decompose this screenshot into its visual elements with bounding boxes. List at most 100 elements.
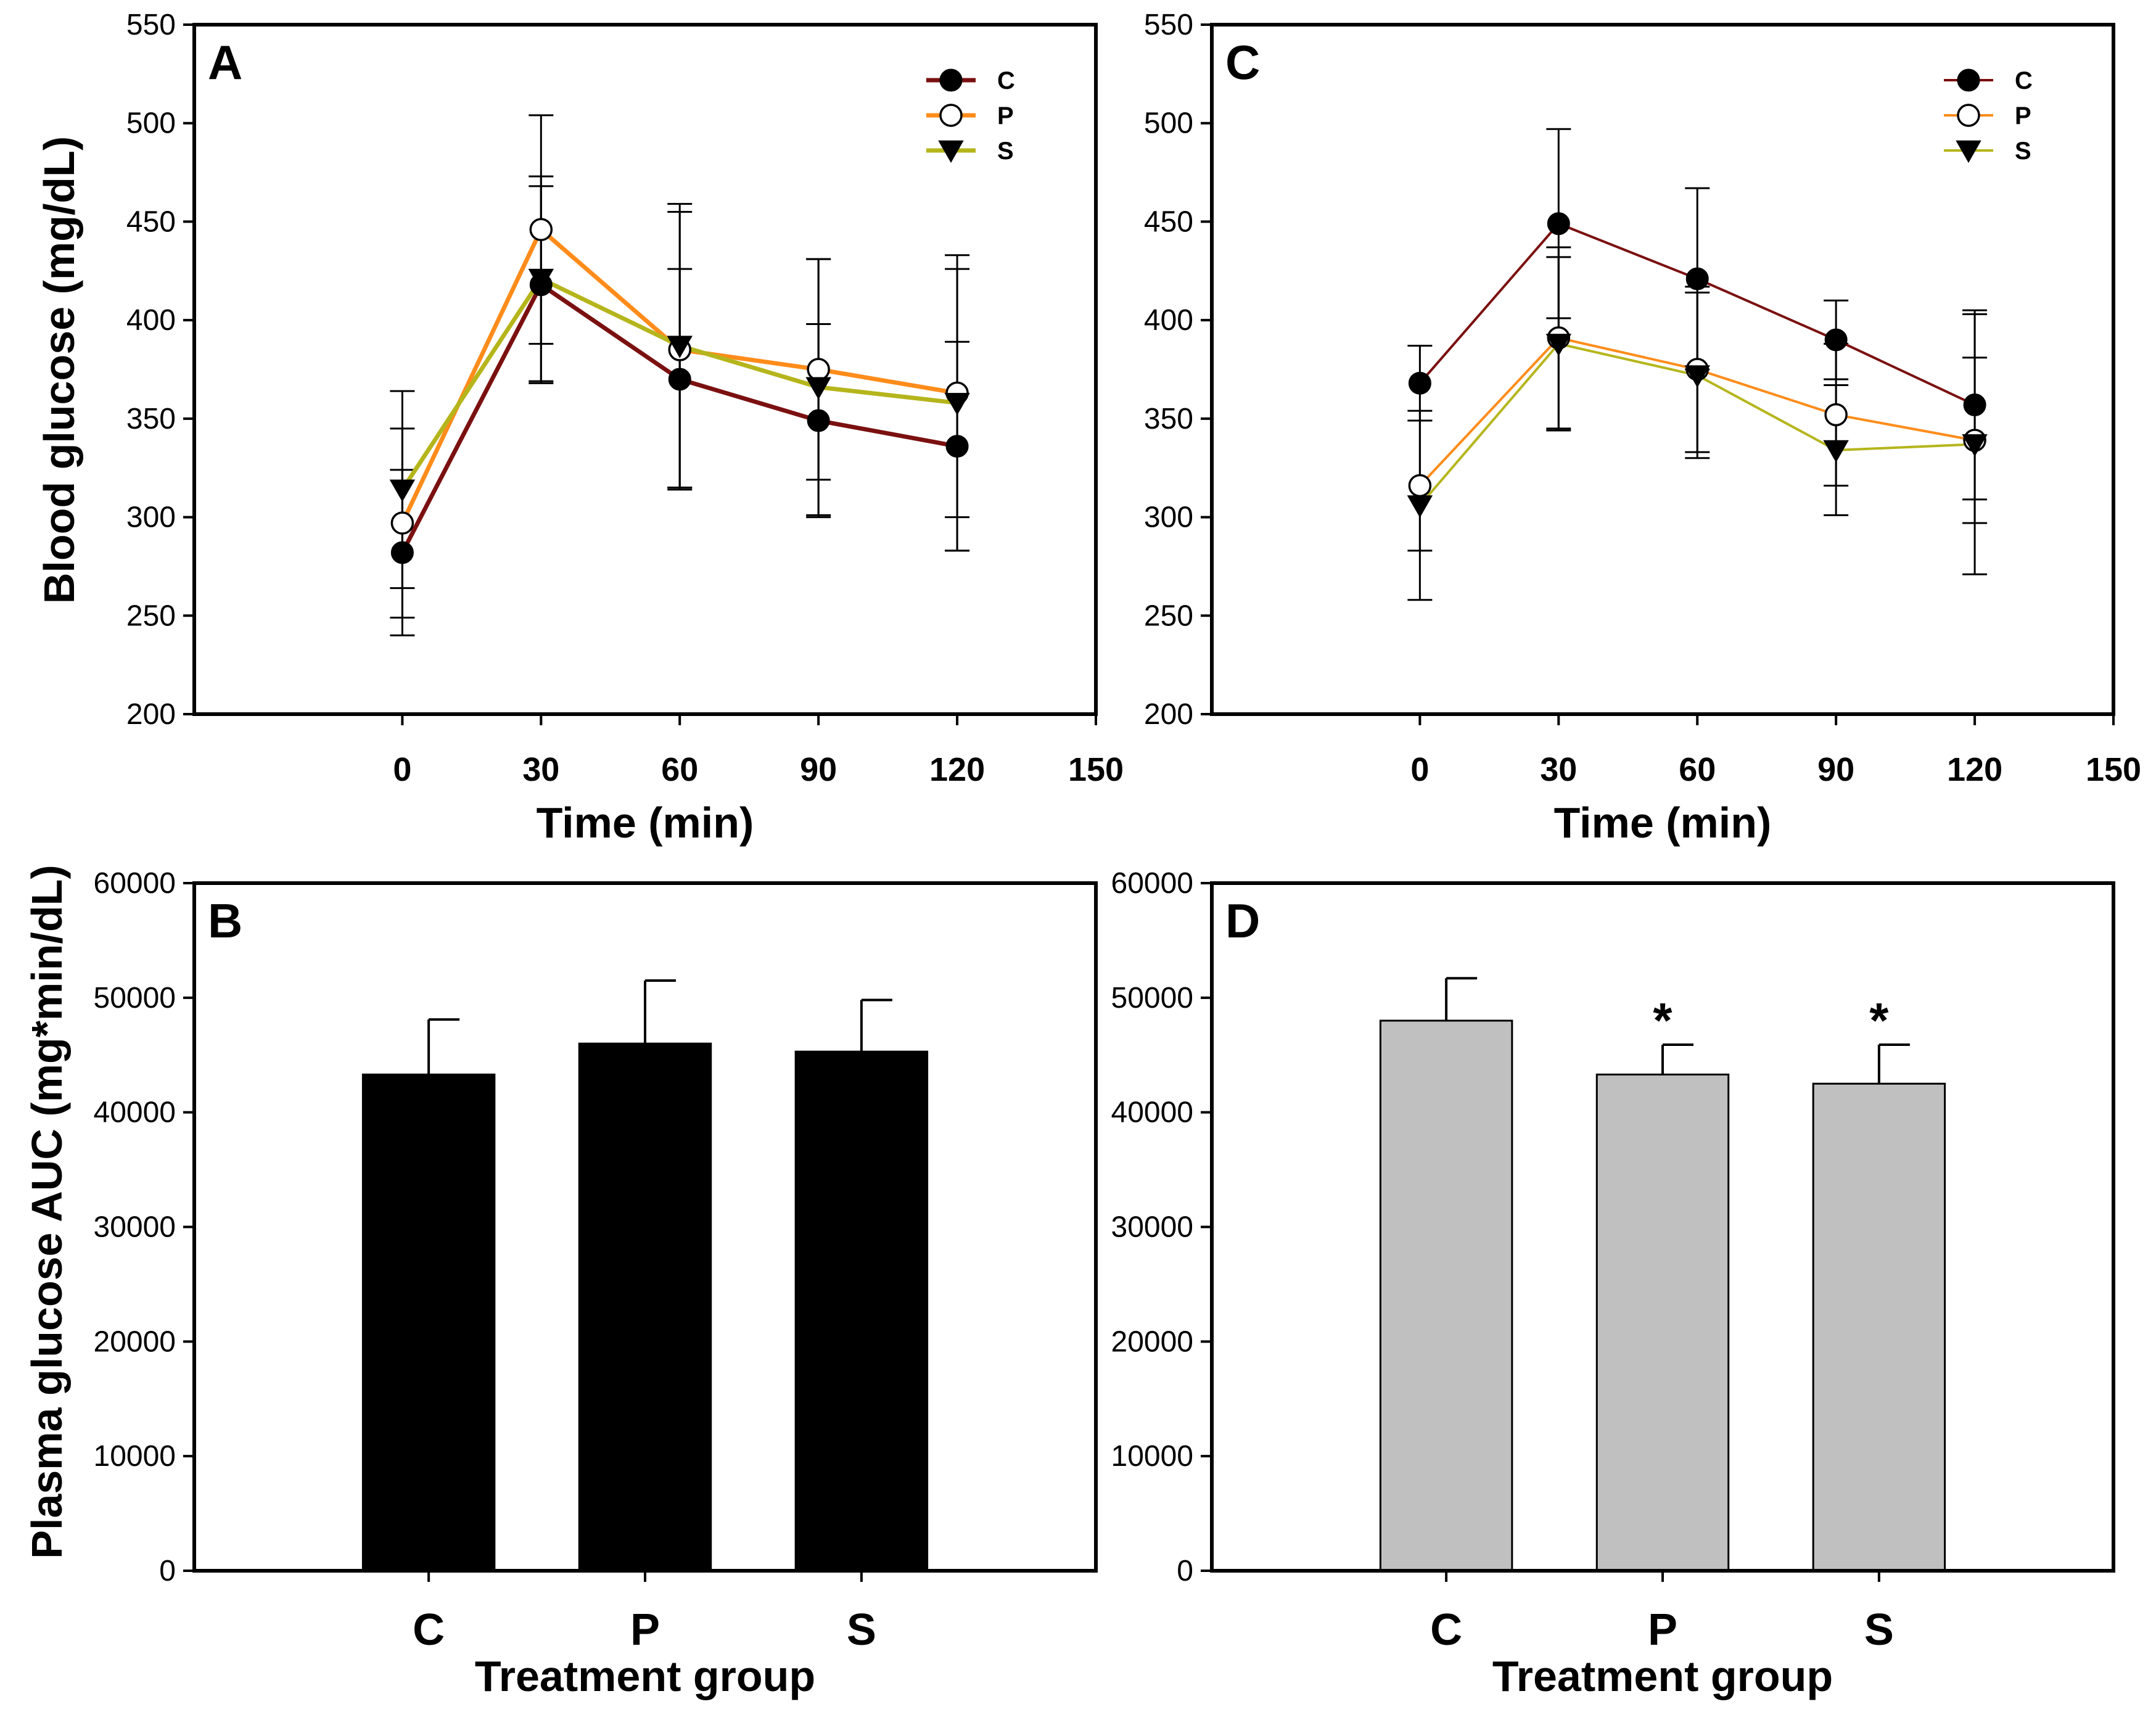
point-s: [389, 479, 416, 502]
x-tick-label: 150: [2086, 751, 2141, 788]
y-tick-label: 20000: [1111, 1325, 1193, 1358]
point-s: [1823, 440, 1849, 463]
y-tick-label: 350: [1144, 403, 1193, 435]
plot-frame: [1210, 23, 2115, 716]
plot-frame: [192, 881, 1098, 1573]
y-tick-label: 50000: [94, 982, 176, 1014]
y-tick-label: 10000: [1111, 1440, 1193, 1473]
y-tick-label: 0: [159, 1555, 176, 1587]
point-c: [807, 409, 830, 432]
y-tick-label: 250: [126, 599, 176, 632]
y-tick-label: 200: [1144, 698, 1193, 731]
y-tick-label: 450: [1144, 205, 1193, 238]
bar-p: [578, 1042, 712, 1572]
point-s: [1684, 365, 1710, 388]
x-tick-label: 0: [1410, 751, 1429, 788]
point-s: [1962, 434, 1988, 457]
point-p: [807, 358, 830, 381]
y-tick-label: 60000: [1111, 867, 1193, 900]
x-axis-title: Treatment group: [1492, 1652, 1833, 1700]
y-tick-label: 300: [1144, 501, 1193, 534]
legend-label-s: S: [997, 138, 1014, 165]
y-tick-label: 10000: [94, 1440, 176, 1473]
category-label-c: C: [1430, 1605, 1462, 1655]
y-tick-label: 50000: [1111, 982, 1193, 1014]
y-tick-label: 60000: [94, 867, 176, 900]
y-tick-label: 350: [126, 403, 176, 435]
category-label-p: P: [630, 1605, 660, 1655]
point-p: [1824, 403, 1848, 427]
plot-frame: [1210, 881, 2115, 1573]
legend-marker-s: [1956, 140, 1981, 163]
y-tick-label: 40000: [1111, 1097, 1193, 1129]
point-s: [528, 268, 554, 292]
plot-frame: [192, 23, 1098, 716]
panel-b-bar-chart: 0 10000 20000 30000 40000 50000 60000 C P S Treatm…: [94, 867, 1098, 1700]
point-p: [529, 218, 553, 241]
category-label-c: C: [413, 1605, 445, 1655]
x-axis-title: Time (min): [537, 799, 754, 847]
y-tick-label: 200: [126, 698, 176, 731]
x-tick-label: 150: [1068, 751, 1124, 788]
point-c: [1408, 371, 1431, 395]
category-label-p: P: [1648, 1605, 1677, 1655]
category-label-s: S: [1864, 1605, 1894, 1655]
x-tick-label: 30: [522, 751, 559, 788]
y-tick-label: 550: [1144, 9, 1193, 41]
point-c: [945, 435, 969, 458]
point-s: [1545, 334, 1572, 356]
point-c: [1824, 328, 1848, 352]
legend-label-s: S: [2015, 138, 2031, 165]
y-tick-label: 30000: [94, 1211, 176, 1244]
legend-label-c: C: [2015, 67, 2033, 94]
y-tick-label: 40000: [94, 1097, 176, 1129]
bar-s: [794, 1050, 929, 1572]
bar-p: [1595, 1073, 1730, 1572]
y-tick-label: 400: [1144, 304, 1193, 337]
point-p: [390, 511, 414, 535]
x-axis-title: Time (min): [1554, 799, 1772, 847]
legend-label-c: C: [997, 67, 1015, 94]
panel-a-line-chart: 200 250 300 350 400 450 500 550 0 30 60 90 120 150 Tim…: [126, 9, 1124, 847]
y-tick-label: 30000: [1111, 1211, 1193, 1244]
y-tick-label: 20000: [94, 1325, 176, 1358]
y-tick-label: 400: [126, 304, 176, 337]
bar-c: [1379, 1019, 1513, 1572]
legend-label-p: P: [2015, 102, 2031, 130]
legend-marker-c: [939, 68, 963, 92]
category-label-s: S: [847, 1605, 876, 1655]
x-tick-label: 30: [1540, 751, 1577, 788]
point-c: [1685, 267, 1709, 290]
y-tick-label: 300: [126, 501, 176, 534]
x-tick-label: 90: [800, 751, 837, 788]
bar-c: [361, 1073, 496, 1572]
point-s: [944, 393, 970, 416]
y-tick-label: 500: [126, 107, 176, 140]
legend-label-p: P: [997, 102, 1014, 130]
point-c: [390, 541, 414, 564]
legend-marker-p: [1957, 104, 1980, 127]
y-tick-label: 500: [1144, 107, 1193, 140]
y-tick-label: 250: [1144, 599, 1193, 632]
point-s: [1407, 495, 1433, 518]
y-axis-title-plasma-auc: Plasma glucose AUC (mg*min/dL): [23, 865, 71, 1558]
x-axis-title: Treatment group: [475, 1652, 815, 1700]
significance-star: *: [1653, 993, 1673, 1048]
panel-d-bar-chart: 0 10000 20000 30000 40000 50000 60000 C P * S * Trea…: [1111, 867, 2115, 1700]
y-tick-label: 450: [126, 205, 176, 238]
legend-marker-p: [939, 104, 963, 127]
y-tick-label: 550: [126, 9, 176, 41]
x-tick-label: 120: [929, 751, 985, 788]
point-c: [1963, 393, 1986, 416]
point-c: [668, 368, 691, 391]
panel-letter: A: [208, 35, 242, 89]
panel-letter: D: [1225, 894, 1260, 948]
y-axis-title-blood-glucose: Blood glucose (mg/dL): [35, 136, 83, 604]
x-tick-label: 120: [1947, 751, 2002, 788]
bar-s: [1812, 1082, 1946, 1572]
point-p: [1408, 474, 1432, 498]
legend-marker-s: [938, 140, 964, 163]
x-tick-label: 0: [393, 751, 411, 788]
x-tick-label: 60: [1679, 751, 1716, 788]
